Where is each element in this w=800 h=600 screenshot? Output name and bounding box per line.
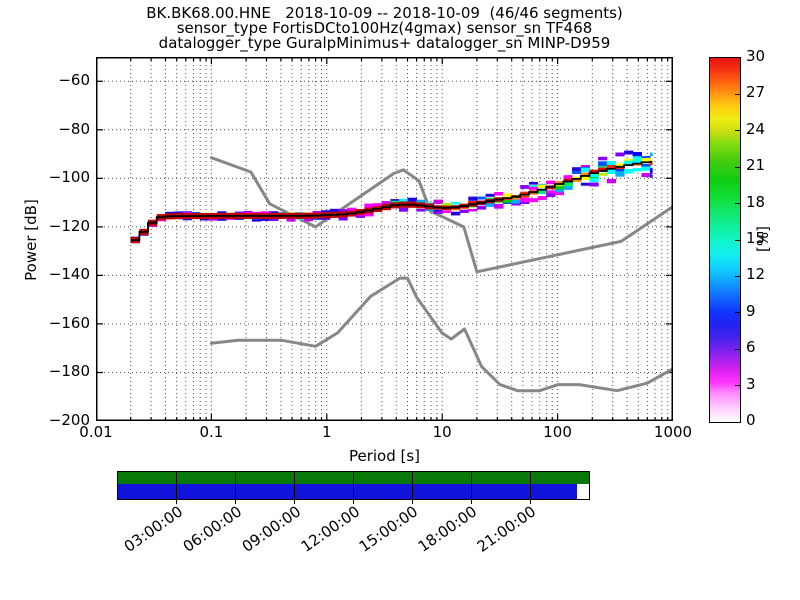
colorbar-tick-mark: [735, 275, 740, 277]
colorbar-tick-label: 12: [746, 265, 766, 284]
colorbar-tick-label: 18: [746, 192, 766, 211]
timeline-interval-tick: [235, 472, 237, 499]
timeline-interval-tick: [176, 472, 178, 499]
figure-title-line3: datalogger_type GuralpMinimus+ datalogge…: [158, 34, 611, 52]
timeline-axis-tick: [411, 500, 413, 504]
colorbar-tick-mark: [735, 130, 740, 132]
x-tick-label: 100: [543, 423, 572, 441]
colorbar-tick-label: 15: [746, 229, 766, 247]
timeline-interval-tick: [470, 472, 472, 499]
figure-title-line2: sensor_type FortisDCto100Hz(4gmax) senso…: [176, 19, 593, 37]
colorbar-tick-label: 27: [746, 83, 766, 102]
colorbar: [709, 57, 741, 423]
x-tick-label: 0.01: [79, 423, 113, 441]
y-tick-label: −180: [48, 362, 90, 381]
timeline-interval-tick: [353, 472, 354, 499]
x-tick-label: 10: [432, 423, 452, 441]
colorbar-tick-label: 3: [746, 374, 756, 393]
x-axis-label: Period [s]: [348, 447, 421, 465]
colorbar-tick-label: 0: [746, 411, 756, 429]
y-tick-label: −80: [58, 119, 90, 138]
ppsd-plot: [96, 57, 673, 421]
timeline-interval-tick: [294, 472, 296, 499]
timeline-axis-tick: [176, 500, 178, 504]
colorbar-tick-label: 30: [746, 47, 766, 65]
timeline-axis-tick: [529, 500, 531, 504]
colorbar-tick-label: 9: [746, 301, 756, 320]
y-tick-label: −100: [48, 168, 90, 187]
colorbar-tick-mark: [735, 203, 740, 205]
colorbar-tick-mark: [735, 312, 740, 314]
y-tick-label: −200: [48, 411, 90, 429]
y-tick-label: −160: [48, 313, 90, 332]
timeline-axis-tick: [294, 500, 296, 504]
colorbar-tick-label: 24: [746, 119, 766, 138]
colorbar-tick-label: 6: [746, 338, 756, 357]
colorbar-tick-label: 21: [746, 156, 766, 175]
x-tick-label: 1: [322, 423, 332, 441]
timeline-gap: [577, 484, 589, 499]
colorbar-tick-mark: [735, 239, 740, 241]
timeline-bar: [117, 471, 590, 500]
colorbar-unit-label: [%]: [754, 226, 772, 252]
colorbar-tick-mark: [735, 385, 740, 387]
x-tick-label: 1000: [653, 423, 693, 441]
y-tick-label: −60: [58, 71, 90, 90]
x-tick-label: 0.1: [199, 423, 224, 441]
timeline-axis-tick: [353, 500, 354, 504]
timeline-row-blue: [118, 484, 578, 499]
figure-title-line1: BK.BK68.00.HNE 2018-10-09 -- 2018-10-09 …: [146, 4, 623, 22]
colorbar-tick-mark: [735, 93, 740, 95]
y-tick-label: −140: [48, 265, 90, 284]
timeline-interval-tick: [529, 472, 531, 499]
timeline-interval-tick: [411, 472, 413, 499]
colorbar-tick-mark: [735, 166, 740, 168]
colorbar-tick-mark: [735, 348, 740, 350]
timeline-axis-tick: [470, 500, 472, 504]
y-tick-label: −120: [48, 216, 90, 235]
timeline-axis-tick: [235, 500, 237, 504]
